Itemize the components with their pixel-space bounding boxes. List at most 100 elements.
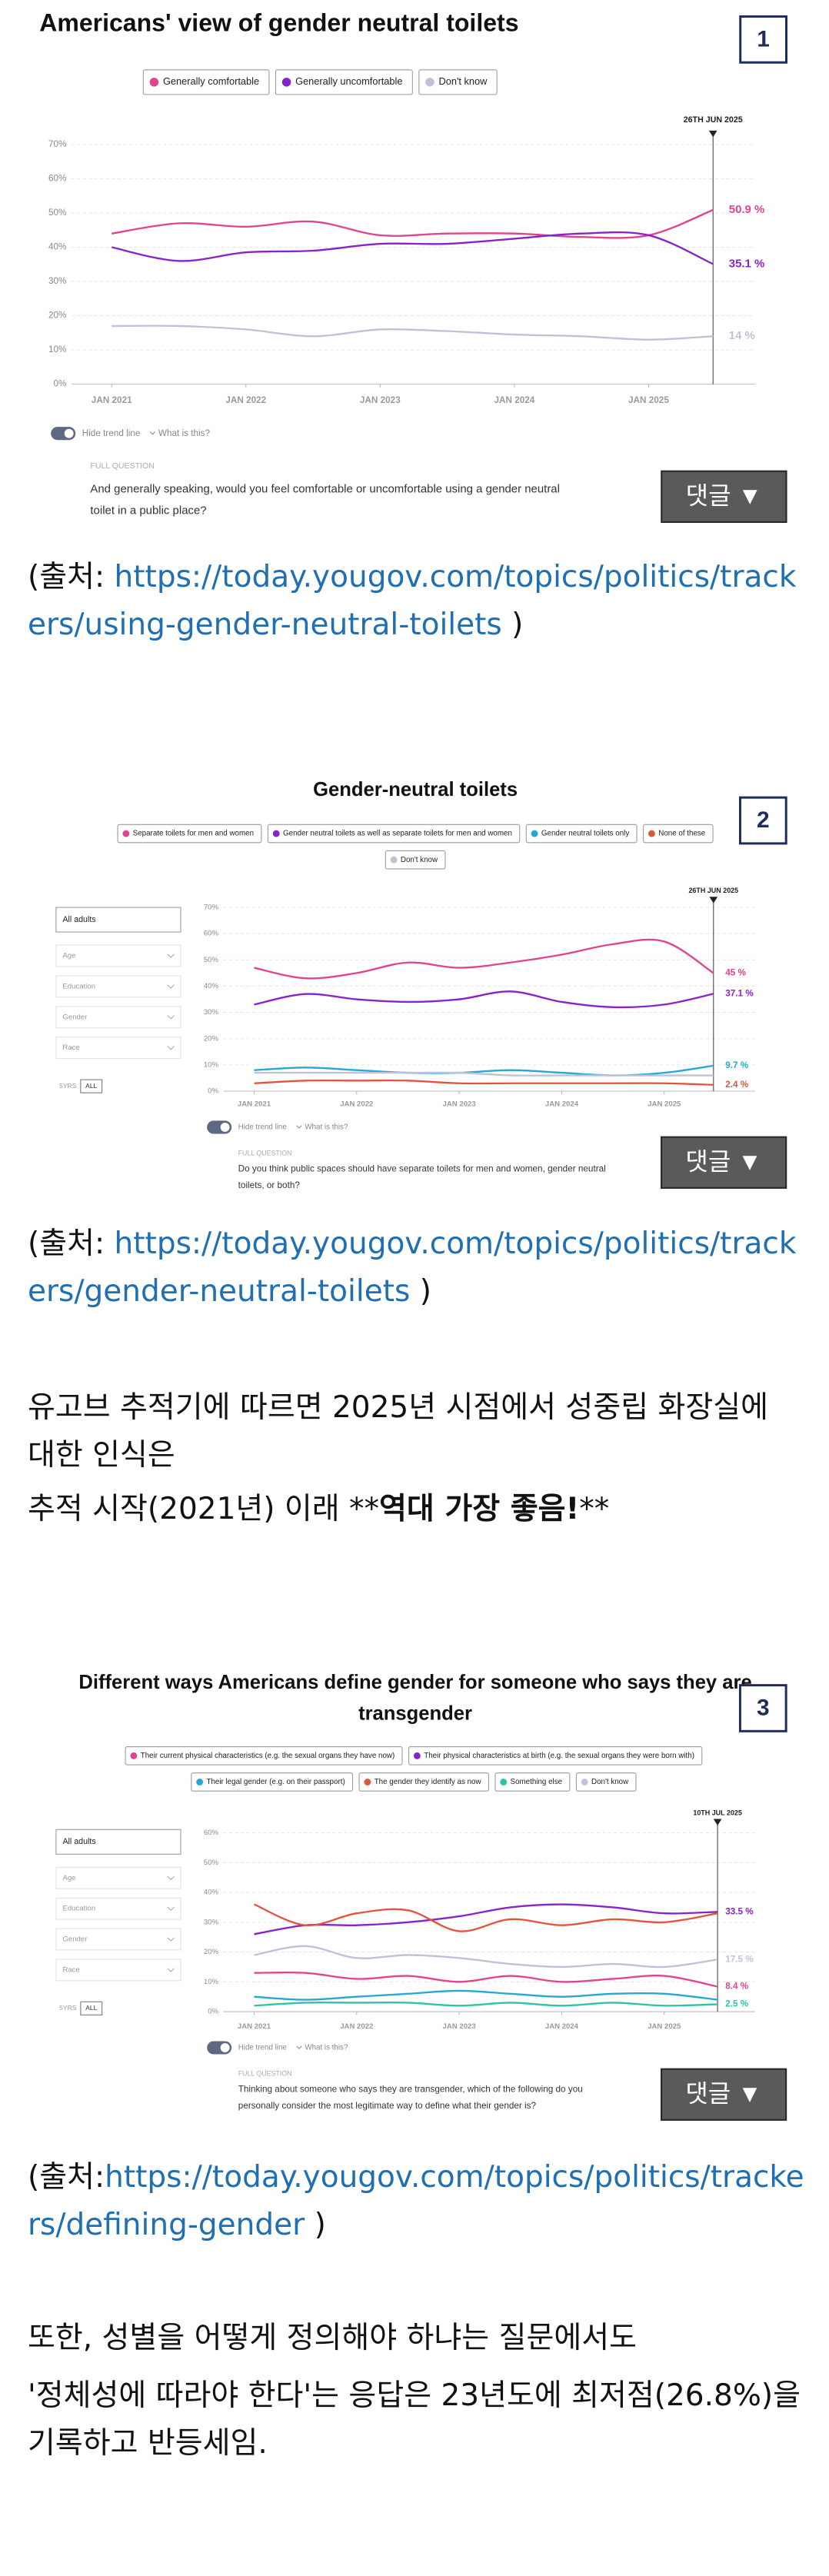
source-link[interactable]: https://today.yougov.com/topics/politics…	[28, 1226, 797, 1309]
question-heading: FULL QUESTION	[238, 1149, 292, 1157]
question-box: Thinking about someone who says they are…	[238, 2085, 583, 2112]
legend-swatch	[196, 1779, 204, 1786]
legend-swatch	[130, 1752, 138, 1759]
series-line	[254, 1989, 718, 2001]
y-tick-label: 20%	[204, 1948, 219, 1956]
question-heading: FULL QUESTION	[90, 461, 154, 471]
bold-text: 역대 가장 좋음!	[379, 1492, 580, 1526]
chart-title: Americans' view of gender neutral toilet…	[39, 9, 519, 38]
text: '정체성에 따라야 한다'는 응답은 23년도에 최저점(26.8%)을 기록하…	[28, 2378, 801, 2461]
x-tick-label: JAN 2025	[648, 1100, 681, 1109]
chevron	[167, 1015, 175, 1020]
legend-label: The gender they identify as now	[375, 1778, 482, 1786]
legend-swatch	[149, 78, 159, 87]
filter-option-label: Gender	[62, 1013, 88, 1021]
date-marker-label: 26TH JUN 2025	[684, 115, 743, 125]
chart-title-box: Different ways Americans define gender f…	[78, 1670, 752, 1725]
legend-item: Generally uncomfortable	[275, 69, 413, 95]
filter-option-label: Age	[62, 1874, 75, 1882]
y-tick-label: 10%	[204, 1978, 219, 1986]
x-tick-label: JAN 2023	[443, 1100, 476, 1109]
filter-option-label: Race	[62, 1965, 79, 1974]
filter-selected: All adults	[62, 1837, 95, 1846]
x-tick-label: JAN 2025	[648, 2022, 681, 2031]
legend-item: None of these	[643, 824, 714, 844]
legend-pill	[643, 824, 714, 844]
legend-item: Don't know	[385, 850, 446, 870]
question-box: And generally speaking, would you feel c…	[90, 484, 560, 518]
chevron	[296, 2045, 302, 2049]
filter-option-label: Race	[62, 1043, 79, 1052]
y-tick-label: 40%	[204, 982, 219, 990]
number-box	[738, 1684, 787, 1732]
y-tick-label: 50%	[204, 956, 219, 964]
filter-option	[55, 1959, 181, 1982]
source-link[interactable]: https://today.yougov.com/topics/politics…	[28, 560, 797, 642]
x-tick-label: JAN 2024	[545, 1100, 579, 1109]
x-tick-label: JAN 2025	[628, 395, 669, 405]
filter-option	[55, 1006, 181, 1029]
legend-pill	[575, 1772, 637, 1792]
legend-item: Gender neutral toilets only	[525, 824, 638, 844]
legend-label: Don't know	[591, 1778, 629, 1786]
legend-item: Gender neutral toilets as well as separa…	[267, 824, 521, 844]
range-option: ALL	[85, 1082, 97, 1090]
date-marker-label: 26TH JUN 2025	[688, 887, 738, 894]
text: 유고브 추적기에 따르면 2025년 시점에서 성중립 화장실에 대한 인식은	[28, 1390, 768, 1473]
end-label: 33.5 %	[725, 1906, 754, 1916]
question: Thinking about someone who says they are…	[238, 2085, 583, 2112]
end-label: 37.1 %	[725, 988, 754, 998]
toggle-knob	[220, 2043, 230, 2052]
text: **	[579, 1492, 610, 1526]
legend-swatch	[272, 830, 280, 837]
series-line	[254, 938, 714, 980]
legend-pill	[358, 1772, 489, 1792]
chart: Different ways Americans define gender f…	[55, 1670, 787, 2121]
chevron	[296, 1125, 302, 1129]
legend-pill	[418, 69, 498, 95]
comment-button-label: 댓글 ▼	[685, 2079, 761, 2107]
legend-pill	[125, 1746, 403, 1766]
chevron	[167, 1937, 175, 1942]
range-box	[80, 2001, 103, 2015]
x-tick-label: JAN 2022	[340, 1100, 373, 1109]
filter-option	[55, 944, 181, 967]
legend-label: Don't know	[401, 856, 438, 864]
chart-title-box: Gender-neutral toilets	[313, 778, 518, 801]
help-link: What is this?	[158, 428, 211, 438]
toggle-knob	[220, 1122, 230, 1132]
source-link[interactable]: https://today.yougov.com/topics/politics…	[28, 2160, 804, 2242]
legend-item: Their current physical characteristics (…	[125, 1746, 403, 1766]
source-prefix: (출처:	[28, 1226, 115, 1261]
series-line	[254, 1903, 718, 1932]
toggle-label: Hide trend line	[82, 428, 141, 438]
y-tick-label: 60%	[204, 930, 219, 938]
chart: Gender-neutral toilets Separate toilets f…	[55, 778, 787, 1192]
legend-label: Separate toilets for men and women	[133, 830, 254, 838]
y-tick-label: 40%	[204, 1889, 219, 1897]
end-label: 2.5 %	[725, 1999, 749, 2009]
source: (출처:https://today.yougov.com/topics/poli…	[28, 2154, 804, 2249]
toggle-label: Hide trend line	[238, 1123, 288, 1132]
y-tick-label: 20%	[48, 311, 67, 321]
legend-swatch	[364, 1779, 371, 1786]
end-label: 8.4 %	[725, 1982, 749, 1992]
toggle-knob	[64, 428, 74, 438]
legend-label: Don't know	[438, 75, 488, 87]
y-tick-label: 70%	[204, 904, 219, 912]
filter-option	[55, 1928, 181, 1951]
filter-select	[55, 1829, 181, 1855]
source: (출처: https://today.yougov.com/topics/pol…	[28, 554, 804, 649]
series-line	[254, 990, 714, 1009]
source-suffix: )	[410, 1274, 431, 1309]
y-tick-label: 10%	[204, 1060, 219, 1069]
y-tick-label: 30%	[204, 1918, 219, 1926]
legend-swatch	[122, 830, 130, 837]
series-line	[254, 1945, 718, 1969]
series-line	[254, 1903, 718, 1935]
legend-label: Their physical characteristics at birth …	[424, 1752, 694, 1760]
chart-title: Different ways Americans define gender f…	[78, 1670, 752, 1725]
comment-button-label: 댓글 ▼	[686, 481, 762, 509]
legend-item: Don't know	[575, 1772, 637, 1792]
